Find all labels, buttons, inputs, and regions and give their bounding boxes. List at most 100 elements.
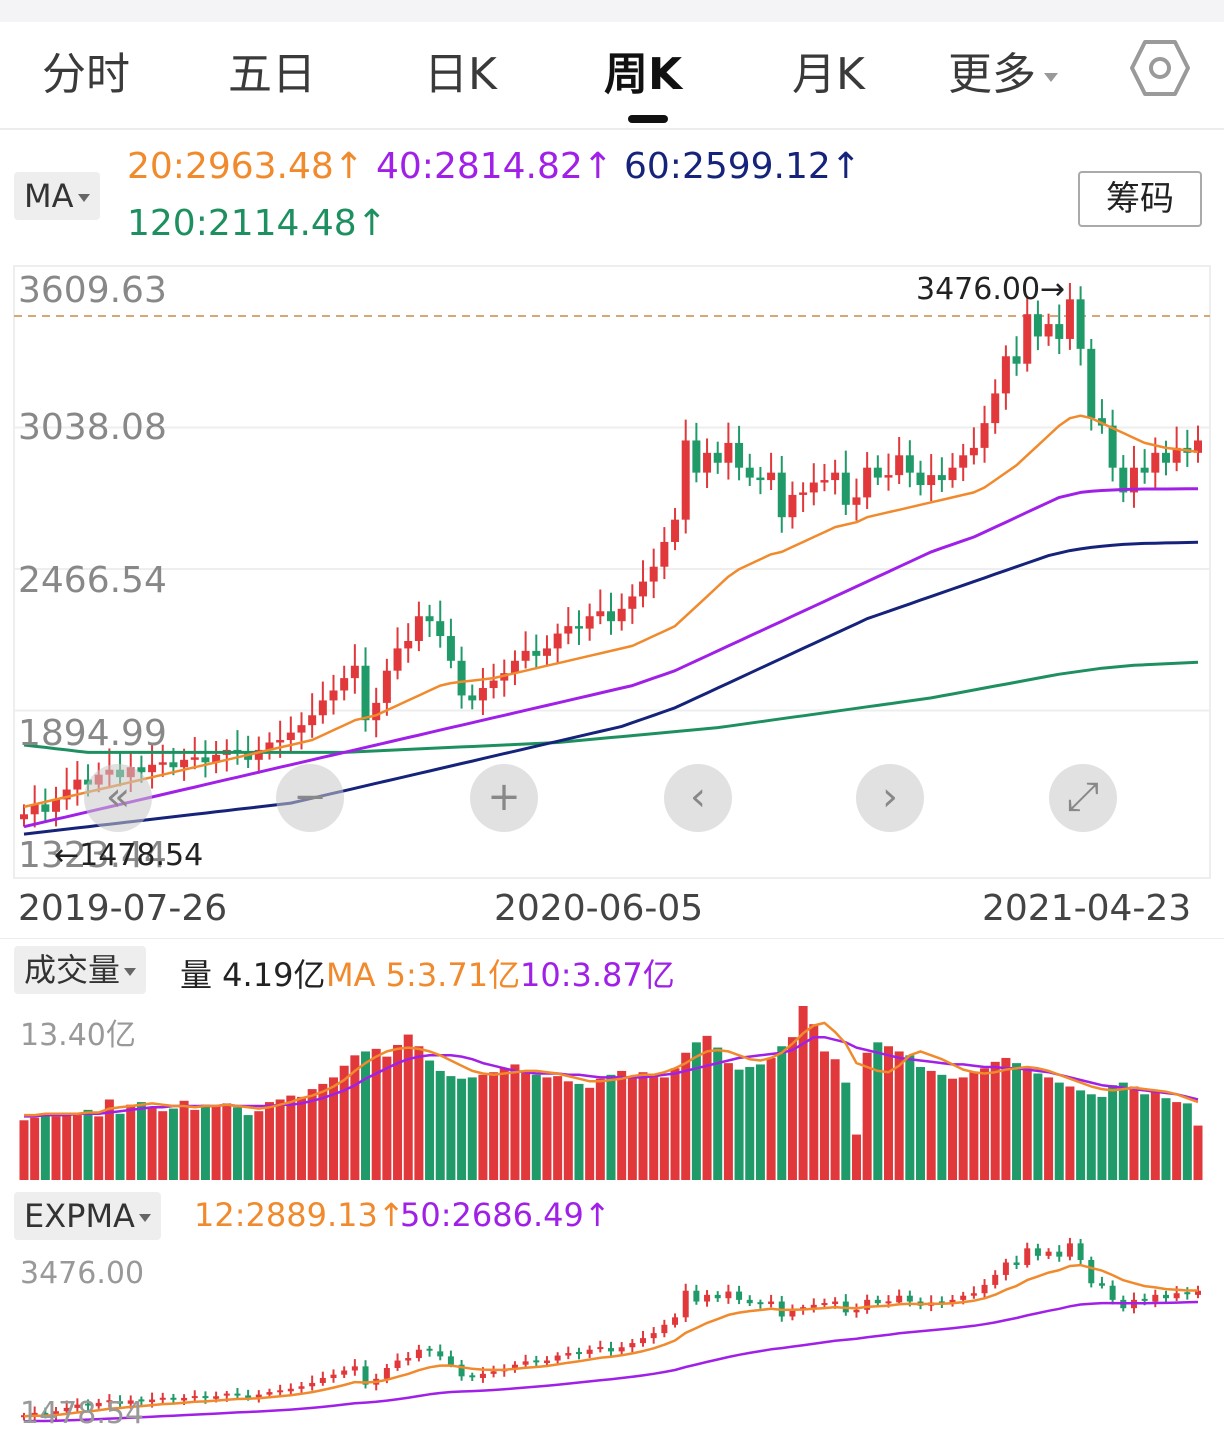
scroll-left-fast-button[interactable]: «	[84, 764, 152, 832]
volume-bar	[574, 1083, 584, 1180]
candle-body	[959, 455, 968, 468]
candle-body	[553, 633, 562, 649]
volume-bar	[638, 1072, 648, 1180]
candle-body	[767, 472, 776, 481]
candle-body	[788, 494, 797, 518]
volume-bar	[649, 1076, 659, 1180]
candle-body	[820, 480, 829, 483]
volume-bar	[211, 1105, 221, 1180]
candle-body	[1194, 440, 1202, 453]
expma-candle-body	[42, 1412, 49, 1416]
expma-candle-body	[981, 1284, 988, 1294]
expma-candle-body	[1024, 1248, 1031, 1265]
volume-bar	[787, 1037, 797, 1180]
scroll-left-button[interactable]: ‹	[664, 764, 732, 832]
candle-body	[1076, 299, 1085, 349]
candle-body	[724, 442, 733, 463]
candle-body	[692, 440, 701, 473]
ma120-line	[23, 660, 1199, 754]
volume-bar	[681, 1052, 691, 1180]
candle-body	[703, 452, 712, 473]
zoom-out-button[interactable]: −	[276, 764, 344, 832]
tab-weekly-k[interactable]: 周K	[604, 49, 683, 100]
expma-candle-body	[800, 1307, 807, 1310]
candle-body	[276, 740, 285, 743]
volume-bar	[435, 1070, 445, 1180]
expma-candle-body	[213, 1396, 220, 1399]
candle-body	[863, 467, 872, 498]
candle-body	[1065, 299, 1074, 339]
candle-body	[937, 475, 946, 481]
candle-body	[980, 423, 989, 448]
candle-body	[340, 678, 349, 691]
volume-bar	[585, 1087, 595, 1180]
candle-body	[265, 742, 274, 750]
volume-bar	[905, 1055, 915, 1180]
expma-candle-body	[458, 1364, 465, 1377]
expma-selector[interactable]: EXPMA	[14, 1192, 161, 1240]
volume-bar	[1001, 1057, 1011, 1180]
tab-daily-k[interactable]: 日K	[424, 49, 497, 100]
candle-body	[254, 749, 263, 760]
expma-candle-body	[21, 1415, 27, 1418]
volume-bar	[531, 1074, 541, 1180]
candle-body	[1172, 447, 1181, 463]
candle-body	[372, 702, 381, 721]
volume-selector[interactable]: 成交量	[14, 946, 147, 994]
volume-bar	[542, 1077, 552, 1180]
volume-bar	[862, 1052, 872, 1180]
tab-intraday[interactable]: 分时	[42, 49, 130, 100]
expma-candle-body	[202, 1396, 209, 1399]
tab-monthly-k[interactable]: 月K	[792, 49, 865, 100]
candle-body	[425, 616, 434, 622]
price-axis-label: 1323.44	[18, 835, 167, 876]
zoom-in-button[interactable]: +	[470, 764, 538, 832]
date-tick: 2020-06-05	[494, 888, 704, 929]
candle-body	[1119, 467, 1128, 493]
candle-body	[735, 442, 744, 468]
volume-bar	[841, 1082, 851, 1180]
tab-more[interactable]: 更多	[948, 38, 1058, 102]
expma-candle-body	[1056, 1251, 1063, 1257]
volume-bar	[72, 1115, 82, 1180]
expma-candle-body	[554, 1355, 561, 1361]
ma120-value: 120:2114.48↑	[127, 203, 387, 244]
candle-body	[478, 688, 487, 701]
expma-candle-body	[906, 1295, 913, 1302]
fullscreen-button[interactable]: ⤢	[1049, 764, 1117, 832]
volume-bar	[200, 1104, 210, 1180]
expma-candle-body	[330, 1374, 337, 1378]
expma-candle-body	[1088, 1259, 1095, 1284]
expma-candle-body	[672, 1317, 679, 1325]
chips-button[interactable]: 筹码	[1078, 171, 1202, 227]
expma-candle-body	[832, 1301, 839, 1305]
expma-candle-body	[565, 1353, 572, 1356]
volume-bar	[243, 1115, 253, 1180]
expma-candle-body	[1195, 1290, 1201, 1295]
candle-body	[436, 621, 445, 637]
ma40-value: 40:2814.82↑	[376, 146, 613, 187]
ma-selector[interactable]: MA	[14, 172, 100, 220]
expma-candle-body	[682, 1290, 689, 1318]
tab-active-underline	[628, 115, 668, 123]
expma-candle-body	[960, 1295, 967, 1300]
volume-bar	[883, 1046, 893, 1180]
expma-candle-body	[768, 1301, 775, 1305]
candle-body	[468, 695, 477, 701]
expma-lines	[23, 1263, 1199, 1423]
expma-candle-body	[885, 1301, 892, 1304]
volume-bar	[766, 1057, 776, 1180]
triangle-down-icon	[1044, 72, 1058, 82]
volume-bar	[446, 1076, 456, 1180]
candle-body	[628, 596, 637, 609]
volume-bar	[873, 1042, 883, 1180]
expma-candle-body	[896, 1295, 903, 1303]
ma60-value: 60:2599.12↑	[624, 146, 861, 187]
tab-five-day[interactable]: 五日	[228, 49, 316, 100]
volume-bar	[179, 1100, 189, 1180]
hexagon-gear-icon[interactable]	[1130, 38, 1190, 98]
expma-candle-body	[1109, 1285, 1116, 1300]
scroll-right-button[interactable]: ›	[856, 764, 924, 832]
expma-candle-body	[1098, 1283, 1105, 1286]
